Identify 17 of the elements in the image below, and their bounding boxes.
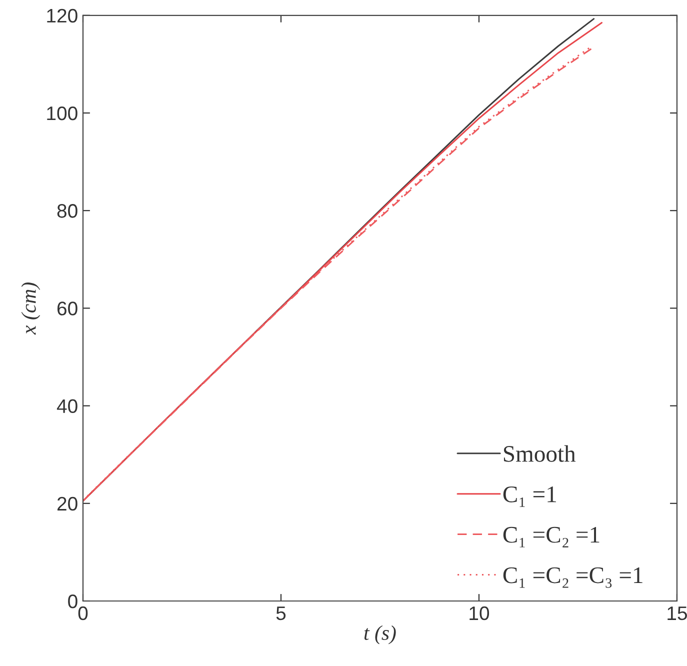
x-tick-label: 10 (470, 606, 490, 620)
x-tick-label: 15 (668, 606, 687, 620)
y-tick-label: 100 (47, 106, 78, 120)
y-tick-label: 20 (57, 496, 78, 511)
y-tick-label: 120 (47, 8, 78, 23)
x-tick-label: 5 (276, 606, 286, 620)
y-axis-title: x (cm) (21, 282, 40, 335)
x-axis-title: t (s) (364, 625, 396, 644)
y-tick-label: 80 (57, 204, 78, 218)
legend-label: C₁ =1 (503, 486, 556, 507)
legend-label: C₁ =C₂ =C₃ =1 (503, 567, 642, 588)
y-tick-label: 0 (68, 594, 78, 608)
y-tick-label: 60 (57, 302, 78, 316)
x-tick-label: 0 (78, 606, 88, 620)
legend-label: C₁ =C₂ =1 (503, 526, 600, 548)
legend-label: Smooth (504, 445, 576, 462)
y-tick-label: 40 (56, 399, 78, 414)
